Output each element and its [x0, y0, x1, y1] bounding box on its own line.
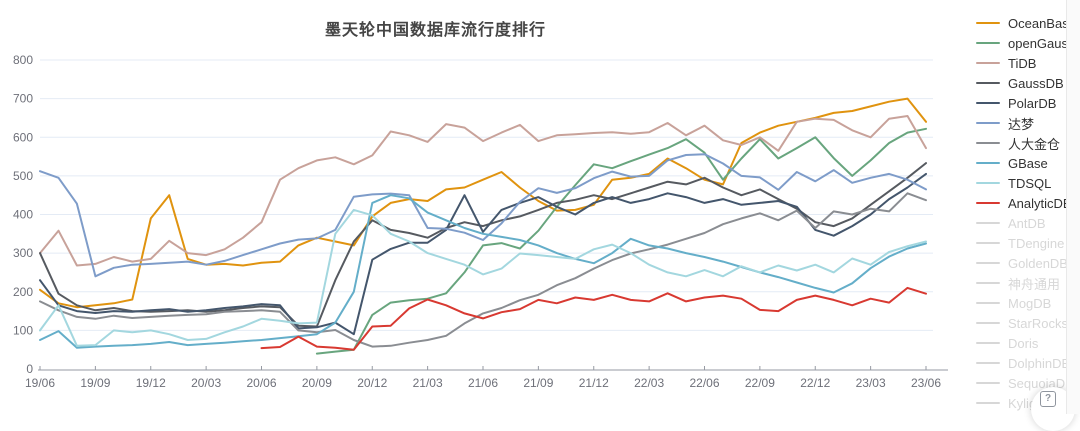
legend-item-AntDB[interactable]: AntDB	[976, 213, 1068, 233]
legend-line-swatch	[976, 262, 1000, 264]
chart-title: 墨天轮中国数据库流行度排行	[325, 22, 547, 39]
legend-item-达梦[interactable]: 达梦	[976, 113, 1068, 133]
legend-label: 神舟通用	[1008, 276, 1061, 292]
legend-label: GaussDB	[1008, 75, 1064, 91]
legend-line-swatch	[976, 62, 1000, 64]
svg-text:400: 400	[13, 208, 33, 222]
vertical-scrollbar[interactable]	[1066, 0, 1080, 414]
legend-item-SequoiaDB[interactable]: SequoiaDB	[976, 373, 1074, 393]
legend-item-OceanBase[interactable]: OceanBase	[976, 13, 1076, 33]
legend-label: OceanBase	[1008, 15, 1076, 31]
legend-line-swatch	[976, 322, 1000, 324]
legend-item-PolarDB[interactable]: PolarDB	[976, 93, 1068, 113]
svg-text:23/06: 23/06	[911, 376, 941, 390]
svg-text:19/06: 19/06	[25, 376, 55, 390]
legend-item-DolphinDB[interactable]: DolphinDB	[976, 353, 1071, 373]
legend-line-swatch	[976, 22, 1000, 24]
legend-item-GoldenDB[interactable]: GoldenDB	[976, 253, 1068, 273]
legend-line-swatch	[976, 402, 1000, 404]
legend-line-swatch	[976, 82, 1000, 84]
legend-item-GBase[interactable]: GBase	[976, 153, 1068, 173]
svg-text:21/06: 21/06	[468, 376, 498, 390]
legend-line-swatch	[976, 222, 1000, 224]
legend-line-swatch	[976, 282, 1000, 284]
legend-line-swatch	[976, 162, 1000, 164]
legend-line-swatch	[976, 382, 1000, 384]
legend-label: DolphinDB	[1008, 355, 1071, 371]
svg-text:22/03: 22/03	[634, 376, 664, 390]
svg-text:500: 500	[13, 169, 33, 183]
svg-text:19/12: 19/12	[136, 376, 166, 390]
svg-text:800: 800	[13, 53, 33, 67]
svg-text:22/09: 22/09	[745, 376, 775, 390]
legend-item-TDSQL[interactable]: TDSQL	[976, 173, 1068, 193]
legend-line-swatch	[976, 302, 1000, 304]
legend-label: openGauss	[1008, 35, 1075, 51]
legend-item-AnalyticDB[interactable]: AnalyticDB	[976, 193, 1072, 213]
legend-item-StarRocks[interactable]: StarRocks	[976, 313, 1068, 333]
svg-text:20/12: 20/12	[357, 376, 387, 390]
legend-line-swatch	[976, 342, 1000, 344]
legend-label: TDengine	[1008, 235, 1065, 251]
legend-label: 人大金仓	[1008, 136, 1061, 152]
legend-item-GaussDB[interactable]: GaussDB	[976, 73, 1068, 93]
legend-line-swatch	[976, 362, 1000, 364]
legend-line-swatch	[976, 122, 1000, 124]
svg-text:22/12: 22/12	[800, 376, 830, 390]
chart-legend: OceanBase openGauss TiDB GaussDB PolarDB 达梦人大…	[976, 13, 1076, 413]
svg-text:20/09: 20/09	[302, 376, 332, 390]
legend-label: TDSQL	[1008, 175, 1052, 191]
svg-text:23/03: 23/03	[856, 376, 886, 390]
svg-text:21/03: 21/03	[413, 376, 443, 390]
svg-text:700: 700	[13, 92, 33, 106]
svg-text:0: 0	[26, 362, 33, 376]
legend-label: Doris	[1008, 335, 1039, 351]
question-mark-icon: ?	[1040, 391, 1056, 407]
legend-item-openGauss[interactable]: openGauss	[976, 33, 1075, 53]
legend-label: GBase	[1008, 155, 1048, 171]
legend-line-swatch	[976, 102, 1000, 104]
svg-text:21/09: 21/09	[523, 376, 553, 390]
svg-text:20/03: 20/03	[191, 376, 221, 390]
legend-label: MogDB	[1008, 295, 1052, 311]
legend-item-人大金仓[interactable]: 人大金仓	[976, 133, 1068, 153]
legend-line-swatch	[976, 42, 1000, 44]
legend-item-神舟通用[interactable]: 神舟通用	[976, 273, 1068, 293]
legend-line-swatch	[976, 202, 1000, 204]
svg-text:21/12: 21/12	[579, 376, 609, 390]
legend-label: GoldenDB	[1008, 255, 1068, 271]
legend-label: StarRocks	[1008, 315, 1068, 331]
svg-text:20/06: 20/06	[246, 376, 276, 390]
svg-text:19/09: 19/09	[80, 376, 110, 390]
chart-plot[interactable]: 0 100 200 300 400 500 600 700 800 19/06 19/09 19/12…	[0, 0, 1080, 414]
legend-item-Doris[interactable]: Doris	[976, 333, 1068, 353]
svg-text:200: 200	[13, 285, 33, 299]
legend-label: 达梦	[1008, 116, 1035, 132]
legend-line-swatch	[976, 242, 1000, 244]
legend-item-TDengine[interactable]: TDengine	[976, 233, 1068, 253]
svg-text:22/06: 22/06	[689, 376, 719, 390]
legend-label: AntDB	[1008, 215, 1046, 231]
legend-line-swatch	[976, 142, 1000, 144]
legend-label: TiDB	[1008, 55, 1037, 71]
legend-line-swatch	[976, 182, 1000, 184]
legend-item-MogDB[interactable]: MogDB	[976, 293, 1068, 313]
svg-text:600: 600	[13, 130, 33, 144]
svg-text:300: 300	[13, 246, 33, 260]
legend-label: PolarDB	[1008, 95, 1057, 111]
svg-text:100: 100	[13, 323, 33, 337]
legend-label: AnalyticDB	[1008, 195, 1072, 211]
legend-item-TiDB[interactable]: TiDB	[976, 53, 1068, 73]
legend-label: SequoiaDB	[1008, 375, 1074, 391]
